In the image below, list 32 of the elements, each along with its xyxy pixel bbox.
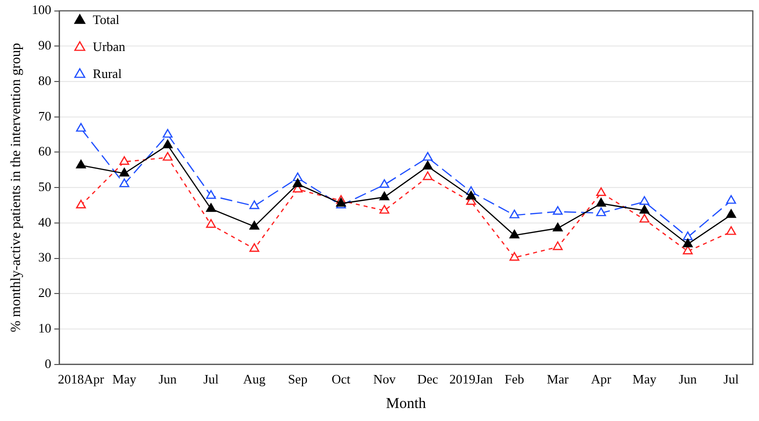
x-tick-label: Dec xyxy=(417,372,438,387)
y-tick-label: 0 xyxy=(44,356,52,371)
x-tick-label: Apr xyxy=(590,372,612,387)
x-tick-label: Nov xyxy=(373,372,396,387)
x-tick-label: Sep xyxy=(288,372,308,387)
x-tick-label: Oct xyxy=(332,372,351,387)
y-axis-title: % monthly-active patients in the intervention group xyxy=(9,42,24,332)
legend-label: Rural xyxy=(92,66,122,81)
x-tick-label: Jul xyxy=(724,372,740,387)
x-tick-label: Aug xyxy=(243,372,266,387)
x-tick-label: May xyxy=(112,372,137,387)
y-tick-label: 40 xyxy=(38,214,52,230)
y-tick-label: 50 xyxy=(38,179,52,194)
x-tick-label: May xyxy=(632,372,657,387)
x-tick-label: Jul xyxy=(203,372,219,387)
x-tick-label: Jun xyxy=(678,372,698,387)
y-tick-label: 90 xyxy=(38,38,52,53)
y-tick-label: 80 xyxy=(38,72,52,88)
x-tick-label: 2019Jan xyxy=(449,372,494,387)
x-tick-label: Feb xyxy=(504,372,524,387)
legend-label: Urban xyxy=(92,38,126,54)
y-tick-label: 70 xyxy=(38,108,52,124)
x-tick-label: Mar xyxy=(546,372,570,387)
y-tick-label: 30 xyxy=(38,250,52,265)
x-tick-label: 2018Apr xyxy=(58,372,105,387)
y-tick-label: 20 xyxy=(38,285,52,300)
y-tick-label: 10 xyxy=(38,320,52,336)
legend-label: Total xyxy=(92,12,120,27)
y-tick-label: 60 xyxy=(38,144,52,159)
y-tick-label: 100 xyxy=(32,2,52,18)
x-tick-label: Jun xyxy=(158,372,178,387)
x-axis-title: Month xyxy=(386,396,427,412)
